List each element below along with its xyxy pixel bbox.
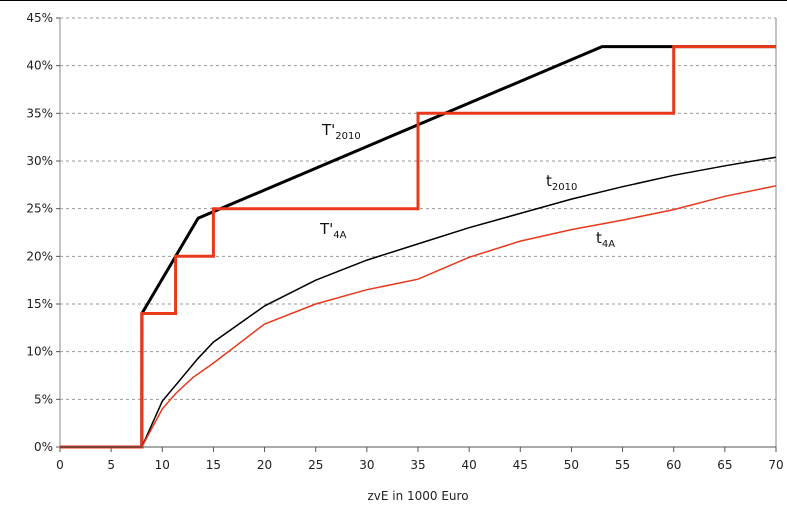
y-tick-label: 5% <box>34 392 53 406</box>
x-tick-label: 35 <box>410 458 425 472</box>
label-t-4A: t4A <box>596 229 615 250</box>
series-line-1 <box>60 45 776 449</box>
y-tick-label: 30% <box>26 154 53 168</box>
x-tick-label: 70 <box>768 458 783 472</box>
y-tick-label: 10% <box>26 345 53 359</box>
y-tick-label: 25% <box>26 202 53 216</box>
x-tick-label: 45 <box>513 458 528 472</box>
x-tick-label: 0 <box>56 458 64 472</box>
x-axis-title: zvE in 1000 Euro <box>367 489 468 503</box>
x-tick-label: 30 <box>359 458 374 472</box>
x-tick-labels: 0 5 10 15 20 25 30 35 40 45 50 55 60 65 70 <box>56 447 784 472</box>
label-t-2010: t2010 <box>546 172 577 193</box>
y-tick-label: 40% <box>26 59 53 73</box>
series-line-0 <box>60 45 776 449</box>
series-line-2 <box>60 156 777 448</box>
y-tick-label: 45% <box>26 11 53 25</box>
series-line-3 <box>60 185 777 448</box>
top-border <box>0 0 787 1</box>
y-tick-label: 0% <box>34 440 53 454</box>
x-tick-label: 60 <box>666 458 681 472</box>
x-tick-label: 15 <box>206 458 221 472</box>
x-tick-label: 40 <box>462 458 477 472</box>
series-lines <box>60 45 777 449</box>
y-tick-label: 35% <box>26 106 53 120</box>
label-T-2010: T'2010 <box>321 121 361 142</box>
x-tick-label: 20 <box>257 458 272 472</box>
x-tick-label: 50 <box>564 458 579 472</box>
x-tick-label: 65 <box>717 458 732 472</box>
x-tick-label: 25 <box>308 458 323 472</box>
y-tick-label: 15% <box>26 297 53 311</box>
x-tick-label: 5 <box>107 458 115 472</box>
y-tick-label: 20% <box>26 249 53 263</box>
y-tick-labels: 0% 5% 10% 15% 20% 25% 30% 35% 40% 45% <box>26 11 60 454</box>
x-tick-label: 55 <box>615 458 630 472</box>
x-tick-label: 10 <box>155 458 170 472</box>
label-T-4A: T'4A <box>319 220 347 241</box>
